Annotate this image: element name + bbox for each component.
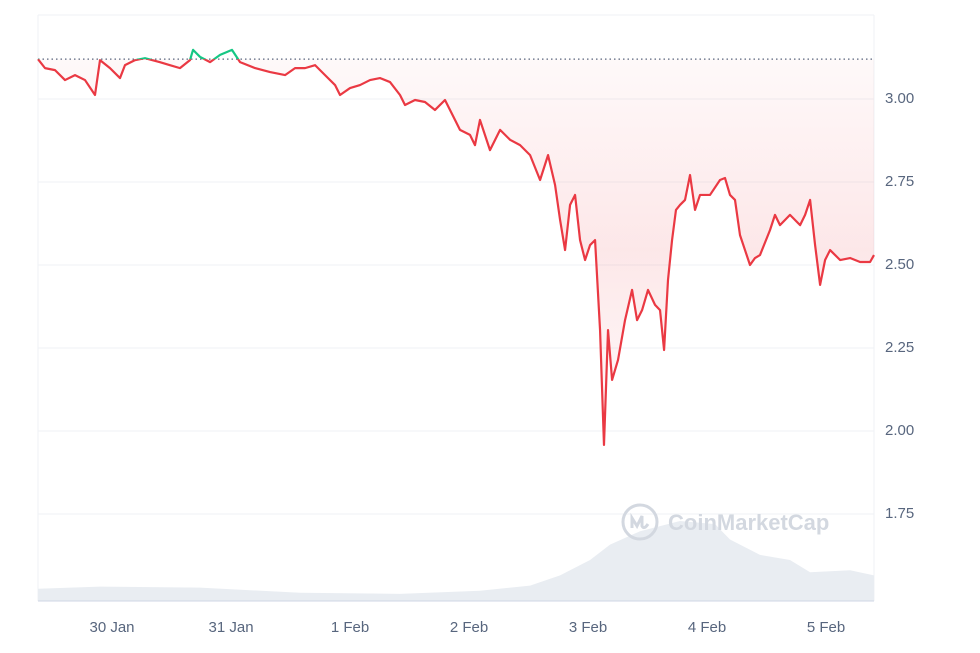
y-tick-label: 2.25 [885,339,914,356]
x-tick-label: 30 Jan [89,619,134,636]
axes: 1.75 2.00 2.25 2.50 2.75 3.00 30 Jan 31 Jan 1 Fe… [38,90,914,636]
y-tick-label: 2.00 [885,422,914,439]
x-tick-label: 1 Feb [331,619,369,636]
watermark-logo-mark [630,512,650,530]
x-tick-label: 5 Feb [807,619,845,636]
plot [37,48,875,447]
x-tick-label: 2 Feb [450,619,488,636]
price-line-below [37,59,875,447]
area-below-baseline [38,59,874,445]
y-tick-label: 1.75 [885,505,914,522]
price-line-above [37,48,240,60]
watermark-text: CoinMarketCap [668,510,829,535]
volume-area [38,521,874,601]
y-tick-label: 3.00 [885,90,914,107]
y-tick-label: 2.50 [885,256,914,273]
watermark-logo [621,503,659,541]
y-tick-label: 2.75 [885,173,914,190]
x-tick-label: 4 Feb [688,619,726,636]
volume-layer [38,521,874,601]
watermark: CoinMarketCap [621,503,829,541]
x-tick-label: 31 Jan [209,619,254,636]
x-tick-label: 3 Feb [569,619,607,636]
